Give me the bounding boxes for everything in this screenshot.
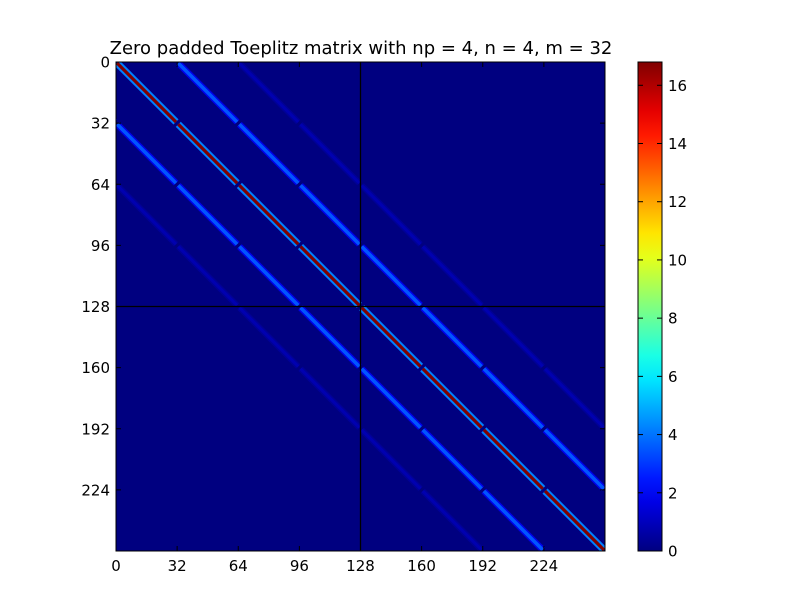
heatmap-band-halo [116, 180, 117, 182]
chart-title: Zero padded Toeplitz matrix with np = 4,… [110, 38, 613, 59]
y-tick-label: 64 [91, 176, 110, 194]
x-tick-label: 192 [468, 557, 497, 575]
heatmap-band-segment [543, 428, 605, 491]
y-tick-label: 96 [91, 237, 110, 255]
heatmap-band-segment [177, 123, 239, 185]
heatmap-band-segment [421, 367, 483, 429]
heatmap-band-segment [176, 62, 239, 124]
heatmap-band-segment [482, 306, 544, 368]
colorbar-tick-label: 0 [668, 543, 678, 561]
y-tick-label: 224 [81, 481, 110, 499]
heatmap-band-segment [238, 306, 300, 368]
x-tick-label: 160 [407, 557, 436, 575]
colorbar-tick-label: 10 [668, 251, 687, 269]
y-tick-label: 160 [81, 359, 110, 377]
heatmap-band-segment [299, 123, 361, 185]
heatmap-band-segment [360, 367, 422, 429]
heatmap-band-segment [299, 184, 361, 246]
heatmap-band-segment [116, 120, 117, 121]
heatmap-band-segment [238, 122, 300, 185]
heatmap-band-segment [482, 489, 545, 551]
heatmap-band-segment [238, 62, 300, 124]
heatmap-band-segment [421, 489, 483, 551]
heatmap-band-segment [360, 184, 422, 246]
colorbar-tick-label: 6 [668, 368, 678, 386]
heatmap-band-segment [360, 428, 422, 490]
heatmap-band-halo [116, 118, 118, 121]
heatmap-band-segment [176, 184, 239, 246]
x-axis: 0 32 64 96 128 160 192 224 [111, 62, 558, 575]
heatmap-band-segment [482, 367, 545, 429]
y-tick-label: 128 [81, 298, 110, 316]
heatmap-band-segment [116, 184, 178, 246]
colorbar-gradient [637, 61, 663, 552]
y-tick-label: 32 [91, 115, 110, 133]
heatmap-band-segment [299, 245, 361, 307]
heatmap-band-segment [299, 367, 361, 429]
x-tick-label: 64 [229, 557, 248, 575]
x-tick-label: 0 [111, 557, 121, 575]
heatmap-band-segment [421, 306, 483, 368]
heatmap-band-segment [299, 306, 361, 368]
heatmap-band-segment [360, 245, 422, 307]
plot-area [56, 61, 606, 552]
heatmap-band-segment [238, 245, 300, 307]
heatmap-band-segment [238, 184, 300, 246]
colorbar: 0 2 4 6 8 10 12 14 16 [637, 61, 687, 561]
y-tick-label: 0 [100, 54, 110, 72]
x-tick-label: 96 [290, 557, 309, 575]
heatmap-band-segment [56, 124, 115, 183]
colorbar-tick-label: 12 [668, 193, 687, 211]
y-axis: 0 32 64 96 128 160 192 224 [81, 54, 605, 499]
heatmap-band-segment [543, 489, 605, 551]
heatmap-band-segment [116, 62, 178, 124]
colorbar-tick-label: 16 [668, 77, 687, 95]
heatmap-band-segment [482, 428, 544, 490]
heatmap-band-segment [421, 428, 483, 491]
x-tick-label: 32 [168, 557, 187, 575]
heatmap-band-segment [360, 306, 422, 368]
heatmap-bands [56, 62, 605, 551]
colorbar-tick-label: 8 [668, 310, 678, 328]
heatmap-band-segment [177, 245, 239, 307]
heatmap-band-segment [421, 245, 483, 307]
colorbar-tick-label: 14 [668, 135, 687, 153]
colorbar-tick-label: 2 [668, 484, 678, 502]
x-tick-label: 224 [530, 557, 559, 575]
y-tick-label: 192 [81, 420, 110, 438]
heatmap-band-segment [116, 122, 178, 185]
colorbar-tick-label: 4 [668, 426, 678, 444]
heatmap-band-segment [543, 367, 605, 429]
x-tick-label: 128 [346, 557, 375, 575]
